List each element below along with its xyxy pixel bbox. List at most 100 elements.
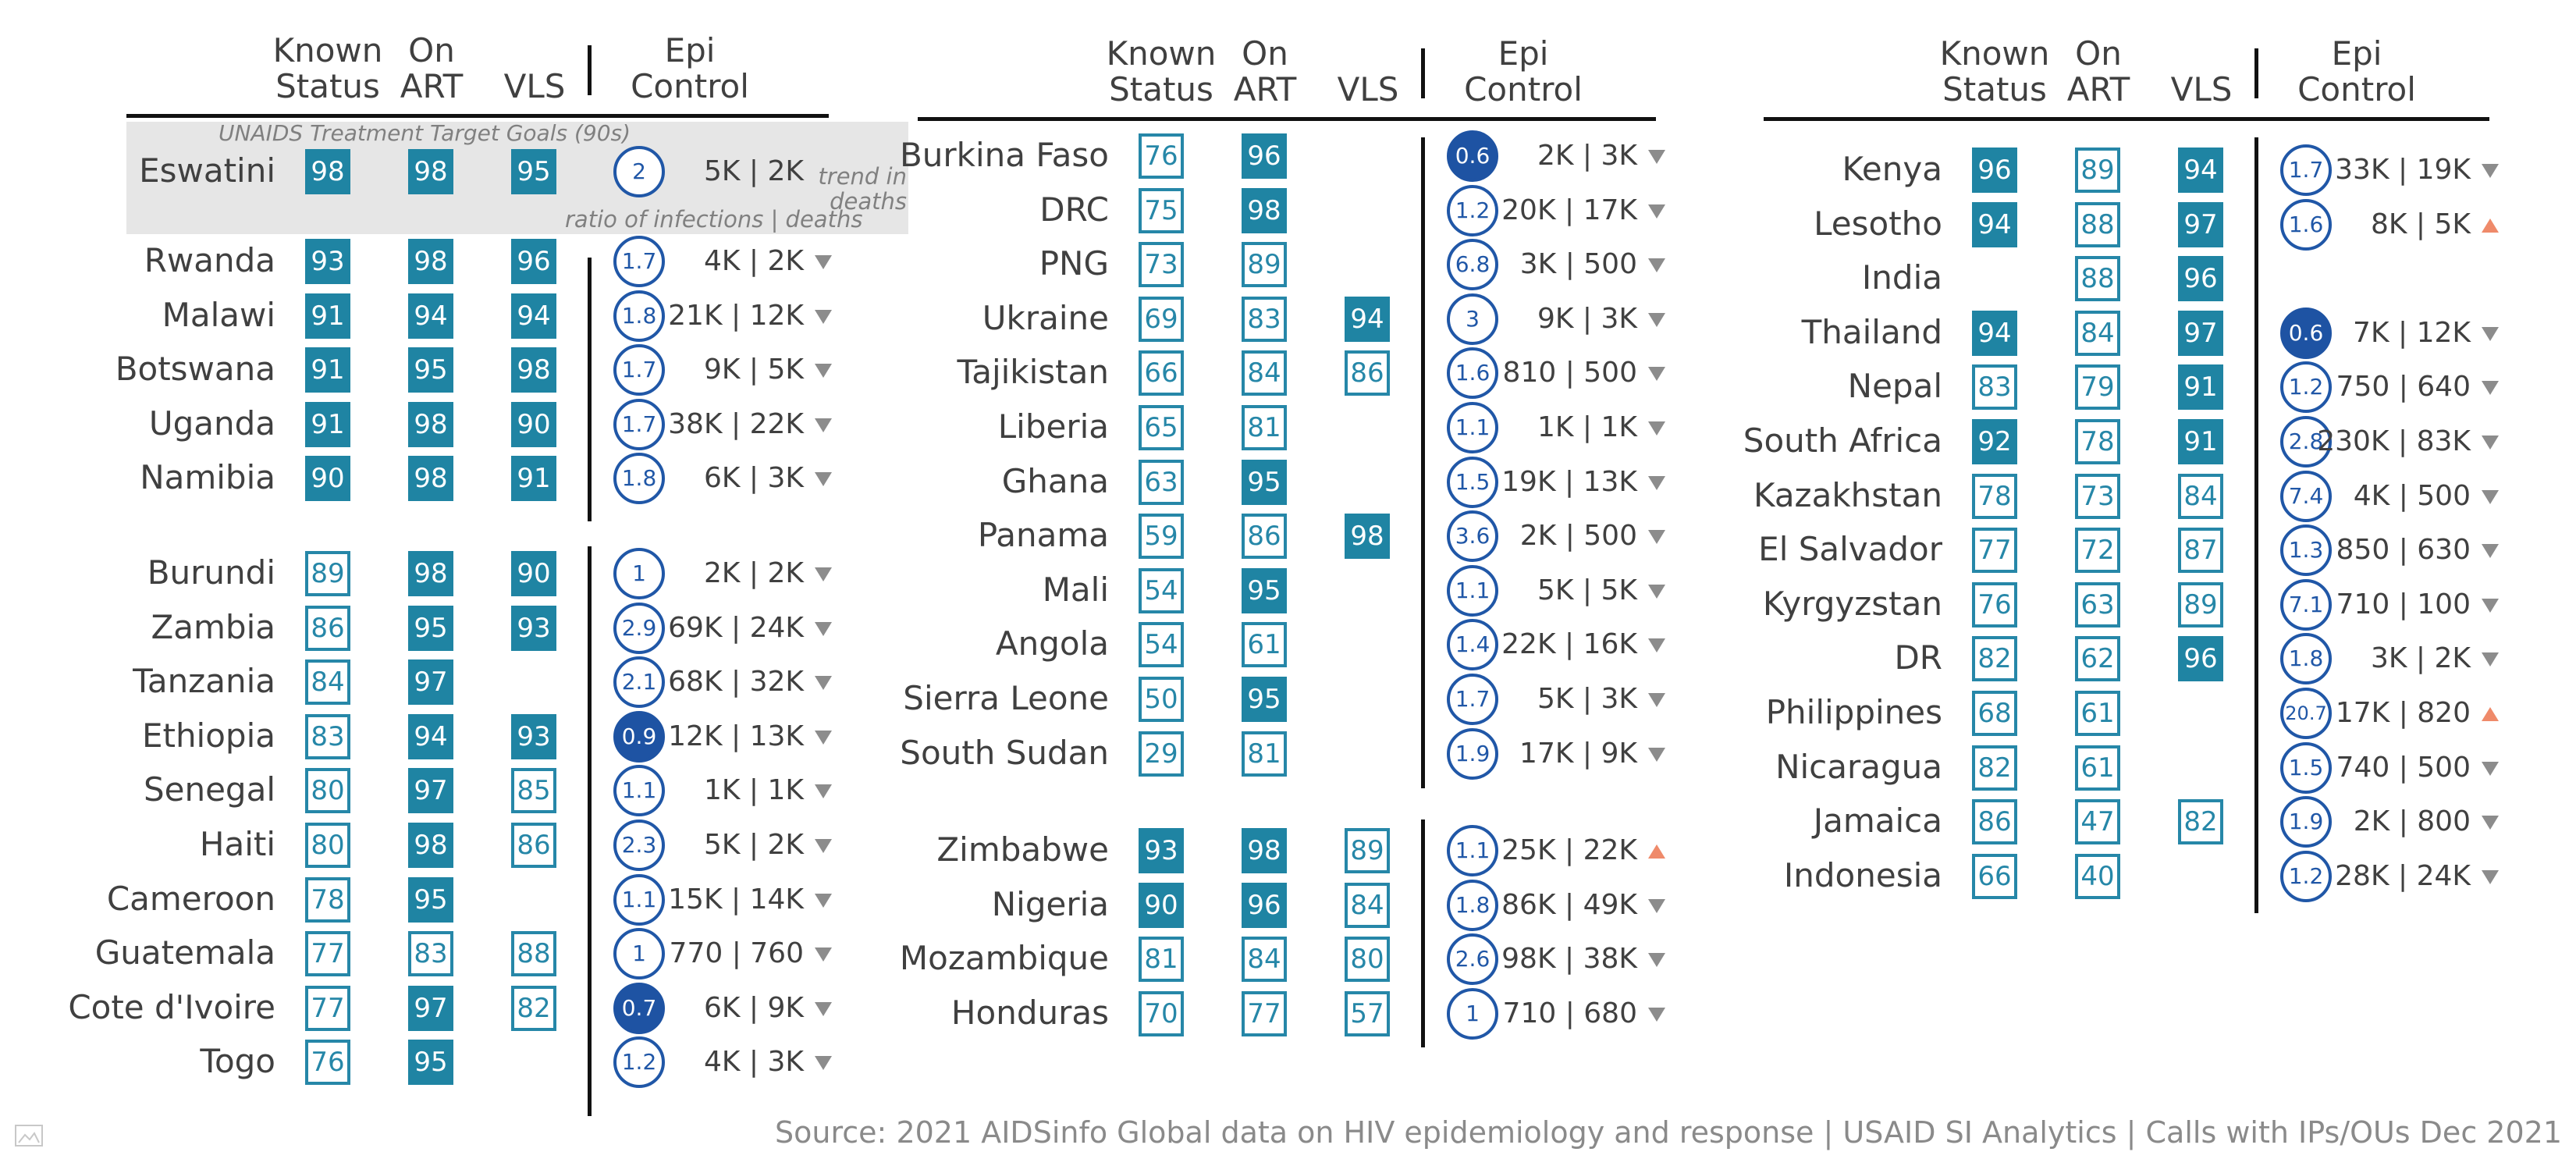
trend-down-icon (1648, 204, 1665, 219)
vls-value: 93 (511, 605, 556, 651)
header-rule (126, 114, 829, 118)
trend-down-icon (1648, 693, 1665, 707)
trend-triangle (1648, 844, 1665, 859)
trend-triangle (2482, 869, 2499, 884)
epi-ratio-circle: 1.7 (1447, 674, 1498, 725)
epi-ratio-circle: 1.6 (2280, 198, 2332, 251)
vls-value: 96 (511, 239, 556, 284)
epi-ratio-circle: 1.3 (2280, 524, 2332, 577)
known-status-value: 66 (1972, 853, 2017, 899)
on-art-value: 84 (2075, 310, 2120, 356)
vls-value: 82 (2178, 799, 2223, 845)
infections-deaths-value: 28K | 24K (2335, 859, 2471, 892)
header-vls: VLS (503, 67, 566, 105)
country-label: Cameroon (106, 879, 275, 918)
vls-value: 96 (2178, 256, 2223, 302)
epi-ratio-circle: 1.4 (1447, 619, 1498, 671)
country-label: Botswana (115, 350, 275, 389)
on-art-value: 61 (1242, 622, 1287, 668)
known-status-value: 82 (1972, 745, 2017, 791)
vls-value: 98 (1345, 514, 1390, 560)
epi-ratio-circle: 1.9 (2280, 796, 2332, 848)
on-art-value: 94 (408, 293, 453, 339)
known-status-value: 91 (305, 347, 350, 393)
trend-down-icon (815, 567, 832, 581)
infections-deaths-value: 810 | 500 (1502, 357, 1637, 389)
trend-down-icon (2482, 652, 2499, 667)
on-art-value: 98 (408, 551, 453, 596)
trend-down-icon (815, 730, 832, 745)
epi-ratio-circle: 2.8 (2280, 416, 2332, 468)
trend-triangle (1648, 747, 1665, 762)
known-status-value: 81 (1139, 937, 1184, 983)
country-label: Eswatini (139, 151, 275, 190)
country-label: Indonesia (1783, 855, 1942, 894)
on-art-value: 98 (408, 239, 453, 284)
trend-down-icon (2482, 436, 2499, 450)
country-label: Honduras (950, 993, 1109, 1032)
vls-value: 80 (1345, 937, 1390, 983)
trend-down-icon (1648, 1007, 1665, 1022)
vls-value: 91 (2178, 364, 2223, 411)
on-art-value: 89 (2075, 148, 2120, 193)
trend-triangle (2482, 489, 2499, 504)
known-status-value: 83 (305, 713, 350, 759)
on-art-value: 89 (1242, 242, 1287, 288)
trend-down-icon (1648, 421, 1665, 436)
trend-triangle (1648, 898, 1665, 913)
on-art-value: 83 (408, 931, 453, 977)
epi-ratio-circle: 2.3 (613, 819, 665, 871)
infections-deaths-value: 12K | 13K (668, 720, 804, 752)
trend-down-icon (2482, 326, 2499, 341)
epi-ratio-circle: 1.7 (613, 344, 665, 396)
infections-deaths-value: 1K | 1K (1537, 411, 1637, 443)
on-art-value: 61 (2075, 745, 2120, 791)
on-art-value: 96 (1242, 882, 1287, 928)
country-label: PNG (1039, 244, 1109, 283)
epi-ratio-circle: 1.8 (613, 453, 665, 505)
trend-triangle (2482, 218, 2499, 233)
trend-down-icon (2482, 381, 2499, 396)
vls-value: 91 (2178, 419, 2223, 464)
infections-deaths-value: 33K | 19K (2335, 154, 2471, 186)
country-label: DRC (1039, 190, 1109, 229)
known-status-value: 77 (305, 931, 350, 977)
vls-value: 86 (1345, 350, 1390, 396)
epi-ratio-circle: 1.2 (1447, 184, 1498, 236)
country-label: Burkina Faso (899, 136, 1109, 174)
country-label: Rwanda (144, 241, 275, 279)
epi-ratio-circle: 0.9 (613, 710, 665, 763)
trend-down-icon (1648, 953, 1665, 968)
country-label: Liberia (997, 407, 1109, 446)
infections-deaths-value: 21K | 12K (668, 299, 804, 332)
country-label: South Africa (1743, 421, 1942, 460)
country-label: India (1861, 258, 1942, 297)
infections-deaths-value: 9K | 5K (703, 354, 804, 386)
country-label: Kazakhstan (1753, 475, 1942, 514)
trend-triangle (1648, 421, 1665, 436)
known-status-value: 63 (1139, 459, 1184, 505)
epi-ratio-circle: 1.7 (2280, 144, 2332, 196)
vls-value: 94 (1345, 296, 1390, 342)
trend-triangle (815, 1056, 832, 1071)
known-status-value: 65 (1139, 405, 1184, 450)
infections-deaths-value: 86K | 49K (1501, 888, 1637, 921)
vls-value: 95 (511, 149, 556, 194)
country-label: Ukraine (982, 298, 1109, 337)
epi-ratio-circle: 20.7 (2280, 688, 2332, 739)
country-label: Mozambique (899, 939, 1109, 978)
known-status-value: 94 (1972, 201, 2017, 247)
known-status-value: 75 (1139, 187, 1184, 233)
header-on-art: On ART (2066, 34, 2130, 108)
header-known-status: Known Status (1939, 34, 2050, 108)
trend-down-icon (1648, 367, 1665, 382)
vls-value: 82 (511, 985, 556, 1031)
country-label: Uganda (148, 404, 275, 443)
infections-deaths-value: 17K | 9K (1519, 737, 1637, 770)
on-art-value: 88 (2075, 201, 2120, 247)
known-status-value: 80 (305, 823, 350, 868)
trend-triangle (2482, 436, 2499, 450)
trend-down-icon (2482, 544, 2499, 559)
trend-triangle (815, 621, 832, 636)
header-on-art: On ART (400, 31, 464, 105)
